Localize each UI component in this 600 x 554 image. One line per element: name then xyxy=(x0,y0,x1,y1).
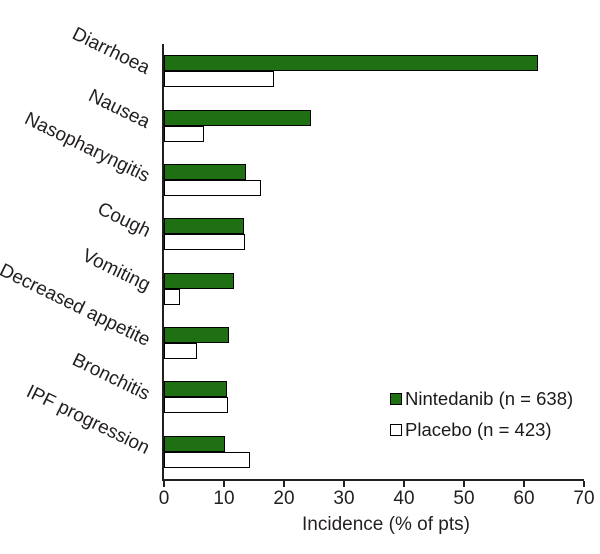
bar-placebo xyxy=(164,234,245,251)
bar-nintedanib xyxy=(164,109,311,126)
bar-nintedanib xyxy=(164,163,246,180)
bar-nintedanib xyxy=(164,435,226,452)
x-tick-label: 10 xyxy=(213,488,235,509)
x-tick-label: 30 xyxy=(333,488,355,509)
x-tick xyxy=(583,481,585,487)
bar-placebo xyxy=(164,179,261,196)
bar-placebo xyxy=(164,451,251,468)
legend-item-placebo: Placebo (n = 423) xyxy=(390,414,573,445)
legend-label: Placebo (n = 423) xyxy=(405,418,552,440)
legend-item-nintedanib: Nintedanib (n = 638) xyxy=(390,383,573,414)
x-tick xyxy=(523,481,525,487)
y-axis-line xyxy=(162,44,164,481)
bar-nintedanib xyxy=(164,327,230,344)
x-tick xyxy=(463,481,465,487)
bar-placebo xyxy=(164,343,197,360)
bar-placebo xyxy=(164,288,180,305)
bar-nintedanib xyxy=(164,55,539,72)
legend-swatch-nintedanib xyxy=(390,392,402,405)
x-tick xyxy=(223,481,225,487)
category-label: Diarrhoea xyxy=(68,23,154,79)
bar-placebo xyxy=(164,71,275,88)
x-tick-label: 20 xyxy=(273,488,295,509)
x-tick xyxy=(283,481,285,487)
legend-label: Nintedanib (n = 638) xyxy=(405,387,574,409)
bar-nintedanib xyxy=(164,218,245,235)
category-label: Cough xyxy=(93,198,154,242)
x-tick-label: 50 xyxy=(453,488,475,509)
x-tick-label: 60 xyxy=(513,488,535,509)
x-axis-line xyxy=(162,479,584,481)
legend: Nintedanib (n = 638) Placebo (n = 423) xyxy=(390,383,573,445)
category-label: Vomiting xyxy=(78,245,154,297)
bar-placebo xyxy=(164,397,228,414)
plot-area: 0 10 20 30 40 50 60 70 xyxy=(159,44,595,508)
x-tick-label: 40 xyxy=(393,488,415,509)
x-axis-title: Incidence (% of pts) xyxy=(302,514,470,535)
bar-nintedanib xyxy=(164,381,227,398)
category-label: Nausea xyxy=(85,85,154,133)
bar-placebo xyxy=(164,125,204,142)
x-tick-label: 70 xyxy=(573,488,595,509)
x-tick xyxy=(163,481,165,487)
x-tick-label: 0 xyxy=(158,488,170,509)
x-tick xyxy=(343,481,345,487)
x-tick xyxy=(403,481,405,487)
legend-swatch-placebo xyxy=(390,423,402,436)
bar-nintedanib xyxy=(164,272,234,289)
category-label: Bronchitis xyxy=(68,349,154,405)
